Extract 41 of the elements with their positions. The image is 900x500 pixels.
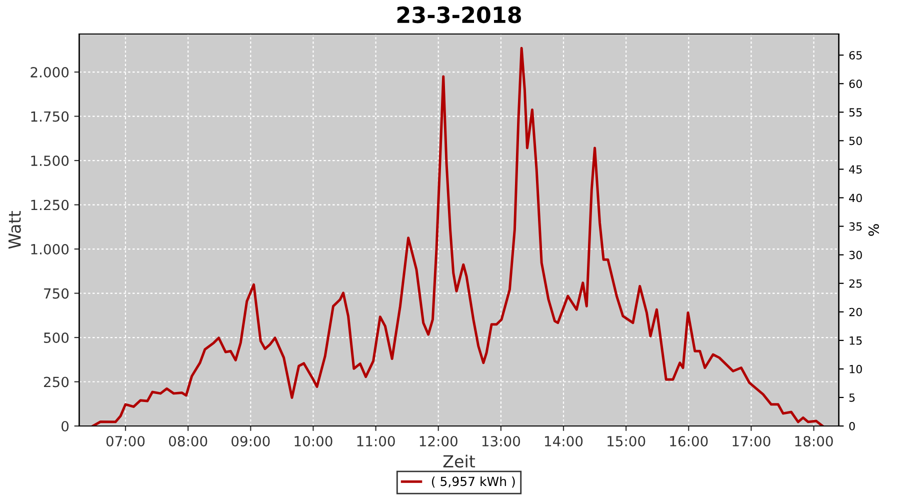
y-axis-title: Watt bbox=[8, 211, 21, 249]
x-tick-label: 17:00 bbox=[732, 436, 770, 446]
y2-tick-label: 0 bbox=[849, 422, 855, 430]
x-tick-label: 13:00 bbox=[482, 436, 520, 446]
y-tick-label: 750 bbox=[44, 288, 69, 299]
chart-title: 23-3-2018 bbox=[397, 6, 521, 24]
y2-tick-label: 20 bbox=[849, 308, 862, 316]
x-tick-label: 07:00 bbox=[106, 436, 145, 446]
y2-axis-title: % bbox=[868, 224, 879, 236]
x-tick-label: 16:00 bbox=[670, 436, 708, 446]
y2-tick-label: 55 bbox=[849, 108, 862, 117]
y-tick-label: 1.250 bbox=[31, 200, 69, 210]
x-tick-label: 14:00 bbox=[545, 436, 583, 446]
y2-tick-label: 10 bbox=[850, 364, 862, 374]
y-tick-label: 250 bbox=[44, 376, 69, 388]
y2-tick-label: 60 bbox=[849, 80, 862, 88]
y2-tick-label: 50 bbox=[849, 136, 862, 146]
x-axis-title: Zeit bbox=[443, 454, 476, 468]
y2-tick-label: 35 bbox=[849, 222, 862, 231]
y-tick-label: 0 bbox=[62, 420, 69, 432]
y2-tick-label: 45 bbox=[849, 165, 862, 174]
x-tick-label: 12:00 bbox=[420, 436, 458, 446]
y2-tick-label: 30 bbox=[849, 250, 862, 260]
x-tick-label: 18:00 bbox=[795, 436, 833, 446]
y-tick-label: 2.000 bbox=[30, 67, 69, 78]
y2-tick-label: 15 bbox=[850, 336, 862, 345]
line-series bbox=[92, 46, 824, 426]
y2-tick-label: 65 bbox=[849, 51, 862, 60]
y2-tick-label: 5 bbox=[849, 394, 855, 402]
y2-tick-label: 25 bbox=[849, 279, 862, 288]
x-tick-label: 08:00 bbox=[168, 436, 208, 446]
x-tick-label: 10:00 bbox=[294, 436, 332, 446]
x-tick-label: 15:00 bbox=[608, 436, 646, 446]
legend-label: ( 5,957 kWh ) bbox=[432, 476, 515, 488]
y-tick-label: 1.000 bbox=[31, 244, 69, 254]
y-tick-label: 500 bbox=[44, 332, 69, 343]
x-tick-label: 09:00 bbox=[232, 436, 270, 446]
y-tick-label: 1.750 bbox=[31, 111, 69, 122]
y2-tick-label: 40 bbox=[849, 194, 862, 202]
x-tick-label: 11:00 bbox=[357, 436, 395, 446]
y-tick-label: 1.500 bbox=[31, 156, 69, 166]
